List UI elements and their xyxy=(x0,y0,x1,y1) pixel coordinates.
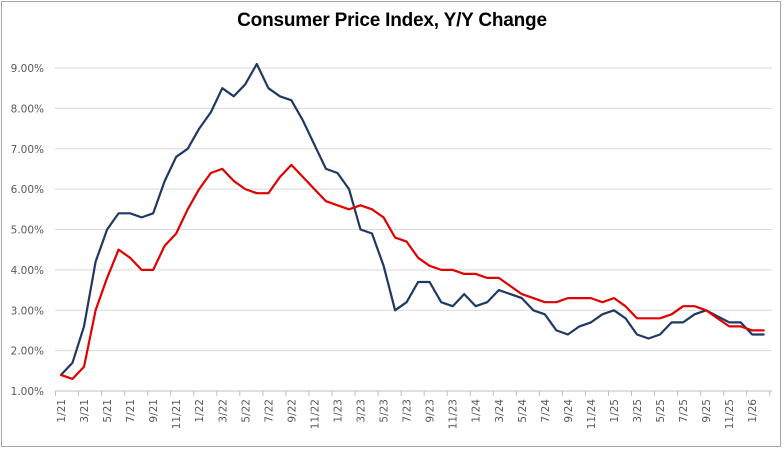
series-group xyxy=(59,62,765,380)
y-tick-label: 3.00% xyxy=(11,305,44,317)
x-tick-label: 1/22 xyxy=(194,399,206,423)
x-tick-label: 5/21 xyxy=(102,399,114,423)
y-tick-label: 2.00% xyxy=(11,346,44,358)
x-tick-label: 3/22 xyxy=(217,399,229,423)
x-tick-label: 5/25 xyxy=(655,399,667,423)
y-tick-label: 9.00% xyxy=(11,63,44,75)
x-tick-label: 1/26 xyxy=(747,399,759,423)
y-tick-label: 4.00% xyxy=(11,265,44,277)
chart-title: Consumer Price Index, Y/Y Change xyxy=(237,10,547,31)
series-line-cpi-core xyxy=(59,163,765,380)
x-tick-label: 1/21 xyxy=(56,399,68,423)
x-tick-label: 3/23 xyxy=(356,399,368,423)
x-tick-label: 3/24 xyxy=(494,399,506,423)
x-tick-label: 1/24 xyxy=(471,399,483,423)
x-axis: 1/21 3/21 5/21 7/21 9/21 11/21 1/22 3/22 5/22 7/2… xyxy=(55,390,772,430)
series-line-cpi-headline xyxy=(59,62,765,376)
y-tick-label: 8.00% xyxy=(11,103,44,115)
x-tick-label: 11/23 xyxy=(448,399,460,429)
x-tick-label: 11/22 xyxy=(309,399,321,429)
x-tick-label: 3/21 xyxy=(79,399,91,423)
x-tick-label: 5/23 xyxy=(379,399,391,423)
x-tick-label: 11/21 xyxy=(171,399,183,429)
x-tick-label: 5/24 xyxy=(517,399,529,423)
y-tick-label: 5.00% xyxy=(11,225,44,237)
x-tick-label: 9/23 xyxy=(425,399,437,423)
x-tick-label: 9/22 xyxy=(286,399,298,423)
x-tick-label: 7/23 xyxy=(402,399,414,423)
x-tick-label: 7/22 xyxy=(263,399,275,423)
x-tick-label: 5/22 xyxy=(240,399,252,423)
x-tick-label: 1/23 xyxy=(332,399,344,423)
y-tick-label: 1.00% xyxy=(11,386,44,398)
x-tick-label: 9/21 xyxy=(148,399,160,423)
x-tick-label: 7/21 xyxy=(125,399,137,423)
x-tick-label: 3/25 xyxy=(632,399,644,423)
y-tick-label: 6.00% xyxy=(11,184,44,196)
gridlines xyxy=(55,67,772,352)
x-tick-label: 9/25 xyxy=(701,399,713,423)
x-tick-label: 7/24 xyxy=(540,399,552,423)
x-tick-label: 7/25 xyxy=(678,399,690,423)
x-tick-label: 11/24 xyxy=(586,399,598,430)
x-tick-label: 1/25 xyxy=(609,399,621,423)
y-axis-ticks: 1.00% 2.00% 3.00% 4.00% 5.00% 6.00% 7.00% 8.00%… xyxy=(11,63,44,398)
x-tick-label: 9/24 xyxy=(563,399,575,423)
y-tick-label: 7.00% xyxy=(11,144,44,156)
x-tick-label: 11/25 xyxy=(724,399,736,429)
